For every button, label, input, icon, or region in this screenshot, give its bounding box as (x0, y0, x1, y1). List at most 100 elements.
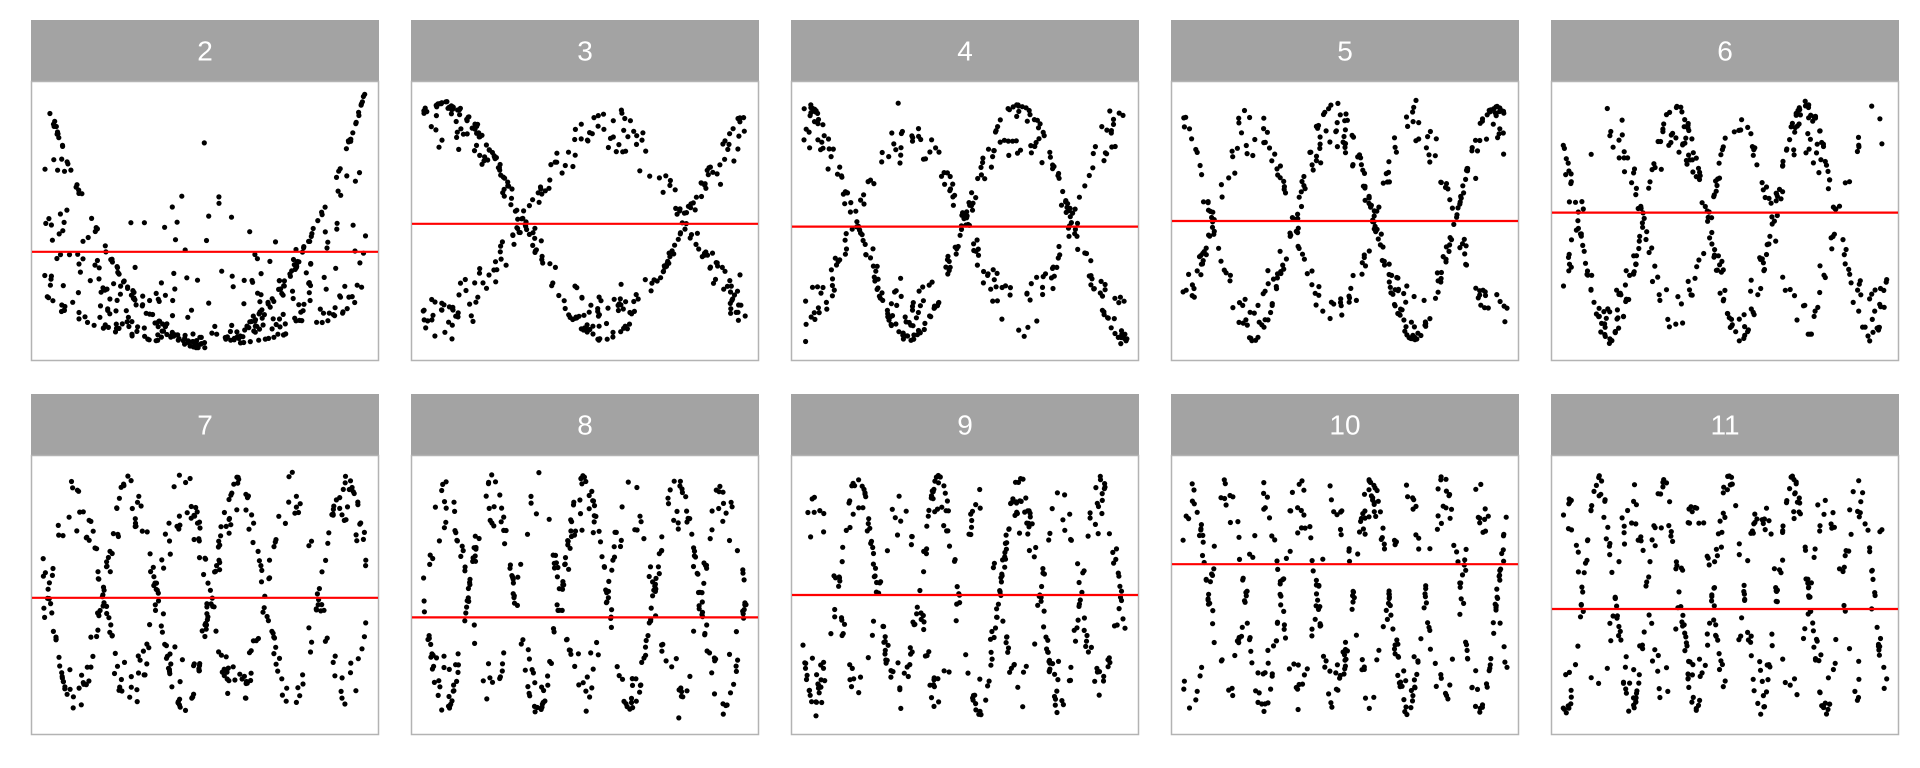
scatter-point (309, 231, 315, 237)
scatter-point (1074, 233, 1080, 239)
scatter-point (1334, 662, 1340, 668)
scatter-point (556, 292, 562, 299)
scatter-point (913, 315, 920, 321)
facet-10: 10 (1170, 394, 1520, 736)
scatter-point (1457, 245, 1463, 251)
scatter-point (1717, 518, 1723, 524)
scatter-point (1568, 527, 1575, 533)
scatter-point (1596, 473, 1602, 479)
scatter-point (1566, 705, 1572, 711)
scatter-point (280, 311, 286, 317)
scatter-point (1218, 258, 1224, 264)
scatter-point (903, 508, 909, 514)
scatter-point (989, 628, 995, 635)
scatter-point (307, 649, 314, 655)
scatter-point (720, 518, 726, 524)
scatter-point (132, 520, 139, 526)
scatter-point (1714, 182, 1720, 189)
scatter-point (677, 230, 684, 236)
scatter-point (171, 270, 177, 276)
scatter-point (1817, 263, 1823, 269)
scatter-point (1339, 312, 1345, 318)
scatter-point (1205, 596, 1211, 602)
scatter-point (1817, 289, 1823, 296)
scatter-point (1395, 310, 1401, 317)
scatter-point (502, 175, 508, 181)
scatter-point (453, 530, 459, 536)
scatter-point (1207, 600, 1213, 606)
scatter-point (589, 685, 595, 691)
scatter-point (1800, 635, 1807, 642)
scatter-point (1728, 316, 1735, 322)
scatter-point (226, 530, 232, 536)
scatter-point (625, 479, 631, 485)
scatter-point (46, 580, 53, 586)
scatter-point (60, 143, 66, 149)
scatter-point (51, 157, 57, 163)
scatter-point (135, 324, 141, 330)
scatter-point (1472, 703, 1479, 710)
scatter-point (1091, 286, 1097, 292)
scatter-point (206, 213, 212, 219)
scatter-point (912, 621, 918, 627)
scatter-point (1433, 683, 1439, 690)
scatter-point (76, 309, 82, 316)
scatter-point (1720, 144, 1726, 150)
scatter-point (567, 647, 573, 653)
scatter-point (1685, 122, 1691, 128)
scatter-point (258, 563, 264, 569)
scatter-point (361, 529, 367, 536)
scatter-point (1295, 706, 1301, 713)
scatter-point (1701, 250, 1707, 257)
scatter-point (526, 656, 533, 662)
scatter-point (1572, 199, 1579, 205)
scatter-point (1636, 238, 1642, 244)
scatter-point (1366, 248, 1372, 254)
scatter-point (1034, 318, 1040, 324)
scatter-point (1784, 498, 1790, 504)
scatter-point (1433, 136, 1439, 142)
scatter-point (674, 508, 680, 514)
scatter-point (901, 670, 907, 676)
scatter-point (561, 582, 567, 588)
scatter-point (446, 666, 452, 673)
scatter-point (1015, 479, 1022, 485)
scatter-point (1097, 473, 1103, 479)
scatter-point (1323, 128, 1329, 134)
scatter-point (627, 706, 633, 712)
scatter-point (900, 330, 906, 336)
scatter-point (877, 580, 883, 586)
scatter-point (1741, 582, 1747, 589)
scatter-point (1410, 506, 1416, 512)
scatter-point (1343, 111, 1349, 117)
scatter-point (551, 565, 558, 571)
scatter-point (1059, 698, 1065, 704)
scatter-point (1371, 499, 1377, 506)
scatter-point (162, 224, 168, 230)
scatter-point (1474, 148, 1481, 154)
scatter-point (1573, 542, 1579, 548)
scatter-point (1342, 657, 1348, 663)
scatter-point (441, 653, 447, 659)
scatter-point (908, 322, 914, 328)
scatter-point (1049, 265, 1056, 271)
scatter-point (281, 278, 287, 284)
scatter-point (1277, 248, 1283, 254)
scatter-point (246, 526, 252, 532)
scatter-point (1112, 330, 1118, 337)
scatter-point (296, 317, 303, 323)
scatter-point (1720, 490, 1726, 496)
scatter-point (459, 543, 465, 549)
scatter-point (571, 499, 577, 505)
scatter-point (1673, 626, 1679, 632)
scatter-point (1350, 599, 1356, 605)
scatter-point (968, 524, 975, 530)
scatter-point (1731, 129, 1737, 135)
scatter-point (295, 509, 302, 516)
scatter-point (932, 305, 938, 311)
scatter-point (1618, 292, 1624, 298)
scatter-point (1380, 180, 1386, 186)
scatter-point (441, 525, 447, 531)
scatter-point (1230, 154, 1236, 160)
scatter-point (1805, 331, 1811, 337)
